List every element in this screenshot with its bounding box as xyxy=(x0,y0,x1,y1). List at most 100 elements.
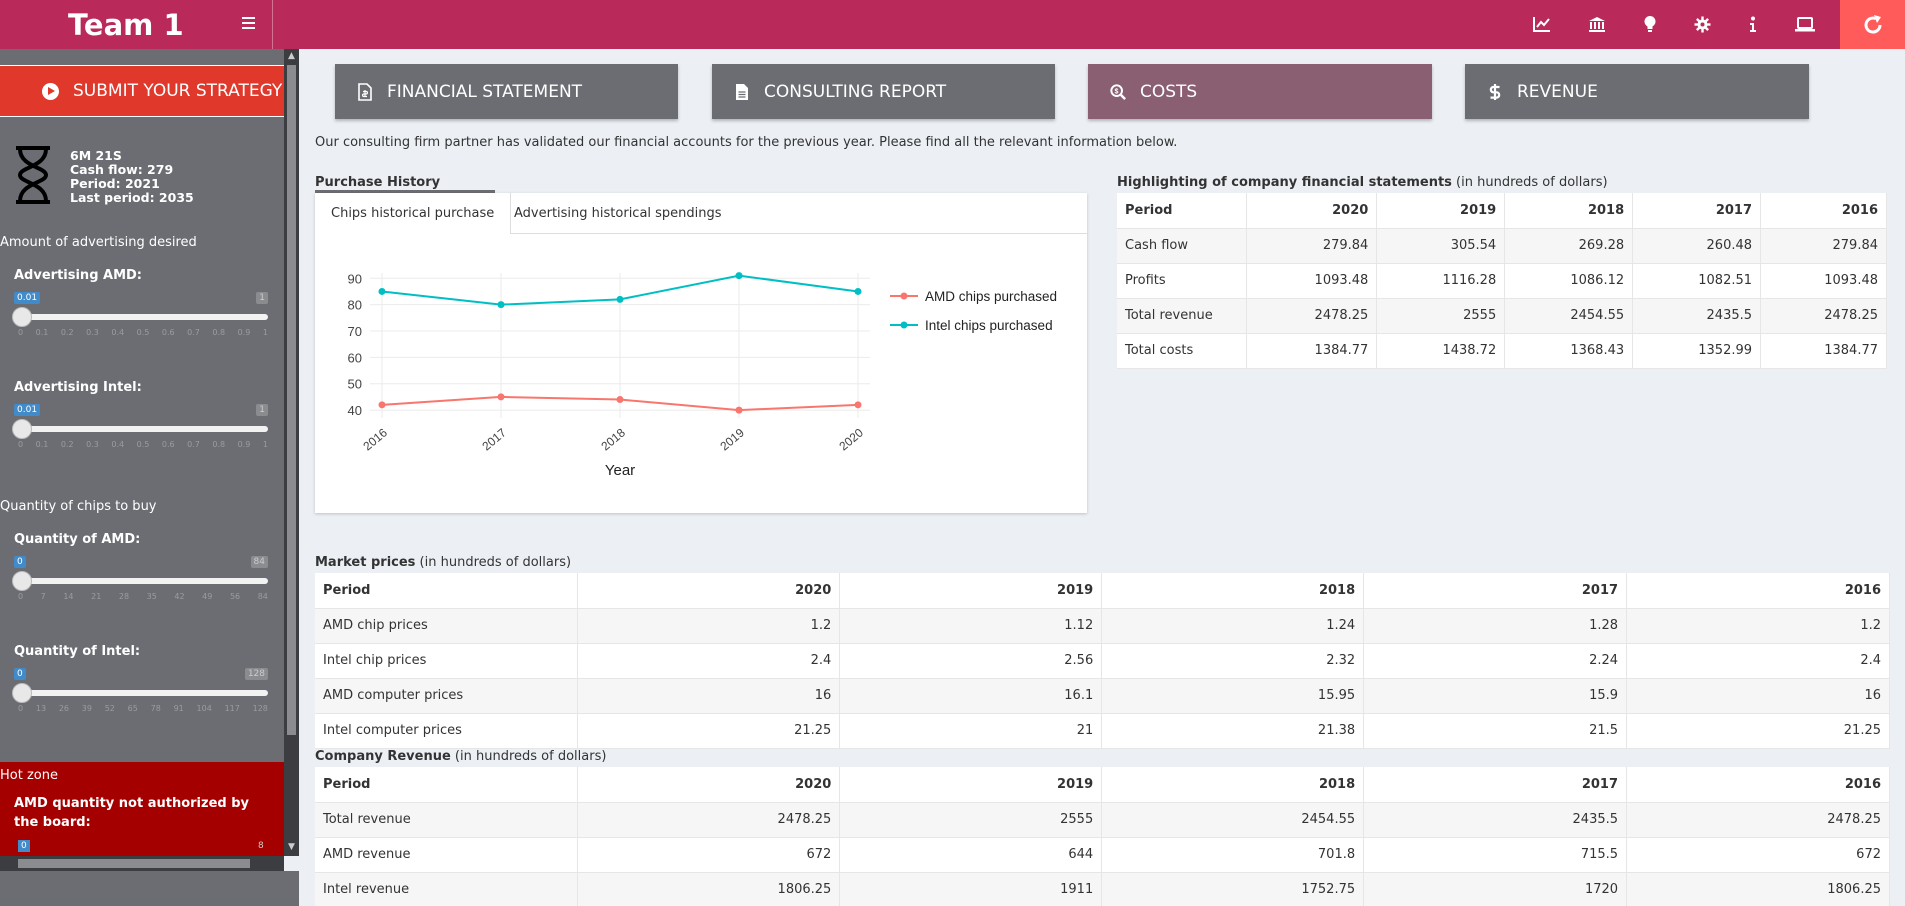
slider-handle[interactable] xyxy=(12,683,32,703)
menu-toggle-icon[interactable] xyxy=(242,14,260,34)
purchase-history-panel: Chips historical purchase Advertising hi… xyxy=(315,193,1087,513)
x-tick-label: 2018 xyxy=(598,425,628,453)
advertising-intel-slider[interactable]: 0.01 1 0 0.1 0.2 0.3 0.4 0.5 0.6 0.7 0.8 0.9 1 xyxy=(12,404,270,464)
slider-handle[interactable] xyxy=(12,419,32,439)
table-row: Total revenue 2478.25 2555 2454.55 2435.5 247… xyxy=(315,802,1890,838)
slider-handle[interactable] xyxy=(12,571,32,591)
x-tick-label: 2020 xyxy=(836,425,866,453)
hourglass-icon xyxy=(16,146,50,204)
table-cell: 260.48 xyxy=(1632,228,1762,264)
x-tick-label: 2016 xyxy=(360,425,390,453)
slider-tick-label: 91 xyxy=(173,704,184,713)
submit-strategy-button[interactable]: SUBMIT YOUR STRATEGY xyxy=(0,65,284,117)
slider-tick-label: 14 xyxy=(63,592,74,601)
column-header: Period xyxy=(315,573,579,609)
column-header: 2017 xyxy=(1363,767,1628,803)
table-cell: 1093.48 xyxy=(1760,263,1887,299)
consulting-report-label: CONSULTING REPORT xyxy=(764,81,947,102)
advertising-amd-slider[interactable]: 0.01 1 0 0.1 0.2 0.3 0.4 0.5 0.6 0.7 0.8 0.9 1 xyxy=(12,292,270,352)
scrollbar-thumb[interactable] xyxy=(287,65,296,735)
purchase-history-underline xyxy=(315,190,495,193)
costs-button[interactable]: $ COSTS xyxy=(1088,64,1432,119)
slider-value-badge: 0.01 xyxy=(14,404,41,416)
table-cell: 2478.25 xyxy=(577,802,841,838)
table-cell: 2435.5 xyxy=(1363,802,1628,838)
bank-icon[interactable] xyxy=(1585,13,1609,35)
data-point xyxy=(854,401,862,409)
slider-tick-label: 0.8 xyxy=(212,440,226,449)
column-header: 2018 xyxy=(1504,193,1634,229)
slider-tick-label: 35 xyxy=(146,592,157,601)
advertising-intel-label: Advertising Intel: xyxy=(14,380,142,395)
table-cell: 15.9 xyxy=(1363,678,1628,714)
slider-track[interactable] xyxy=(18,578,268,584)
slider-handle[interactable] xyxy=(12,307,32,327)
file-invoice-icon xyxy=(357,82,373,101)
table-cell: 701.8 xyxy=(1101,837,1365,873)
table-cell: 21.25 xyxy=(577,713,841,749)
last-period-status: Last period: 2035 xyxy=(70,190,194,205)
slider-tick-label: 0.5 xyxy=(136,440,150,449)
slider-tick-label: 128 xyxy=(252,704,268,713)
table-cell: 2.4 xyxy=(577,643,841,679)
y-tick-label: 90 xyxy=(348,271,362,286)
table-cell: 21.38 xyxy=(1101,713,1365,749)
table-row: Intel computer prices 21.25 21 21.38 21.5 21.… xyxy=(315,713,1890,749)
x-tick-label: 2017 xyxy=(479,425,509,453)
slider-tick-label: 0.3 xyxy=(86,328,99,337)
hot-zone-message: AMD quantity not authorized by the board… xyxy=(14,796,250,830)
table-cell: 16.1 xyxy=(839,678,1103,714)
slider-tick-label: 0 xyxy=(18,440,24,449)
lightbulb-icon[interactable] xyxy=(1638,13,1662,35)
column-header: 2020 xyxy=(577,767,841,803)
slider-ticks: 0 7 14 21 28 35 42 49 56 84 xyxy=(18,592,268,606)
row-label: AMD chip prices xyxy=(315,608,579,644)
costs-label: COSTS xyxy=(1140,81,1198,102)
refresh-icon[interactable] xyxy=(1840,0,1905,49)
period-status: Period: 2021 xyxy=(70,176,160,191)
info-icon[interactable] xyxy=(1741,13,1765,35)
file-text-icon xyxy=(734,83,750,101)
scroll-up-arrow-icon[interactable]: ▲ xyxy=(288,51,295,61)
column-header: Period xyxy=(1117,193,1248,229)
slider-tick-label: 7 xyxy=(40,592,46,601)
slider-track[interactable] xyxy=(18,426,268,432)
revenue-button[interactable]: REVENUE xyxy=(1465,64,1809,119)
sidebar-horizontal-scrollbar[interactable] xyxy=(0,856,284,871)
purchase-chart: 40 50 60 70 80 90 2016 2017 2018 2019 2020 Year AMD … xyxy=(348,271,1058,479)
financial-statement-button[interactable]: FINANCIAL STATEMENT xyxy=(335,64,678,119)
table-cell: 2.56 xyxy=(839,643,1103,679)
slider-tick-label: 0.8 xyxy=(212,328,226,337)
table-header-row: Period 2020 2019 2018 2017 2016 xyxy=(315,573,1890,609)
highlight-grid: Period 2020 2019 2018 2017 2016 Cash flow 279.8… xyxy=(1117,193,1887,369)
table-cell: 16 xyxy=(577,678,841,714)
sidebar-vertical-scrollbar[interactable]: ▲ ▼ xyxy=(284,49,299,856)
table-cell: 1082.51 xyxy=(1632,263,1762,299)
chart-line-icon[interactable] xyxy=(1530,13,1554,35)
sidebar: SUBMIT YOUR STRATEGY 6M 21S Cash flow: 2… xyxy=(0,49,284,906)
consulting-report-button[interactable]: CONSULTING REPORT xyxy=(712,64,1055,119)
table-cell: 1.12 xyxy=(839,608,1103,644)
laptop-icon[interactable] xyxy=(1793,13,1817,35)
scroll-down-arrow-icon[interactable]: ▼ xyxy=(288,842,295,852)
hot-zone-panel: Hot zone AMD quantity not authorized by … xyxy=(0,762,284,861)
slider-track[interactable] xyxy=(18,314,268,320)
timer: 6M 21S xyxy=(70,148,122,163)
table-cell: 2478.25 xyxy=(1246,298,1378,334)
tab-advertising-historical-spendings[interactable]: Advertising historical spendings xyxy=(514,206,722,221)
company-revenue-table: Period 2020 2019 2018 2017 2016 Total revenue 2… xyxy=(315,767,1890,906)
table-cell: 279.84 xyxy=(1246,228,1378,264)
table-cell: 1806.25 xyxy=(1626,872,1890,906)
slider-track[interactable] xyxy=(18,690,268,696)
y-tick-label: 50 xyxy=(348,377,362,392)
highlight-title: Highlighting of company financial statem… xyxy=(1117,175,1452,190)
table-cell: 305.54 xyxy=(1376,228,1506,264)
tab-chips-historical-purchase[interactable]: Chips historical purchase xyxy=(315,193,512,234)
table-row: Total revenue 2478.25 2555 2454.55 2435.5 247… xyxy=(1117,298,1887,334)
quantity-intel-slider[interactable]: 0 128 0 13 26 39 52 65 78 91 104 117 128 xyxy=(12,668,270,728)
table-cell: 2435.5 xyxy=(1632,298,1762,334)
submit-label: SUBMIT YOUR STRATEGY xyxy=(73,81,283,101)
scrollbar-thumb[interactable] xyxy=(18,859,250,868)
gear-icon[interactable] xyxy=(1690,13,1714,35)
quantity-amd-slider[interactable]: 0 84 0 7 14 21 28 35 42 49 56 84 xyxy=(12,556,270,616)
